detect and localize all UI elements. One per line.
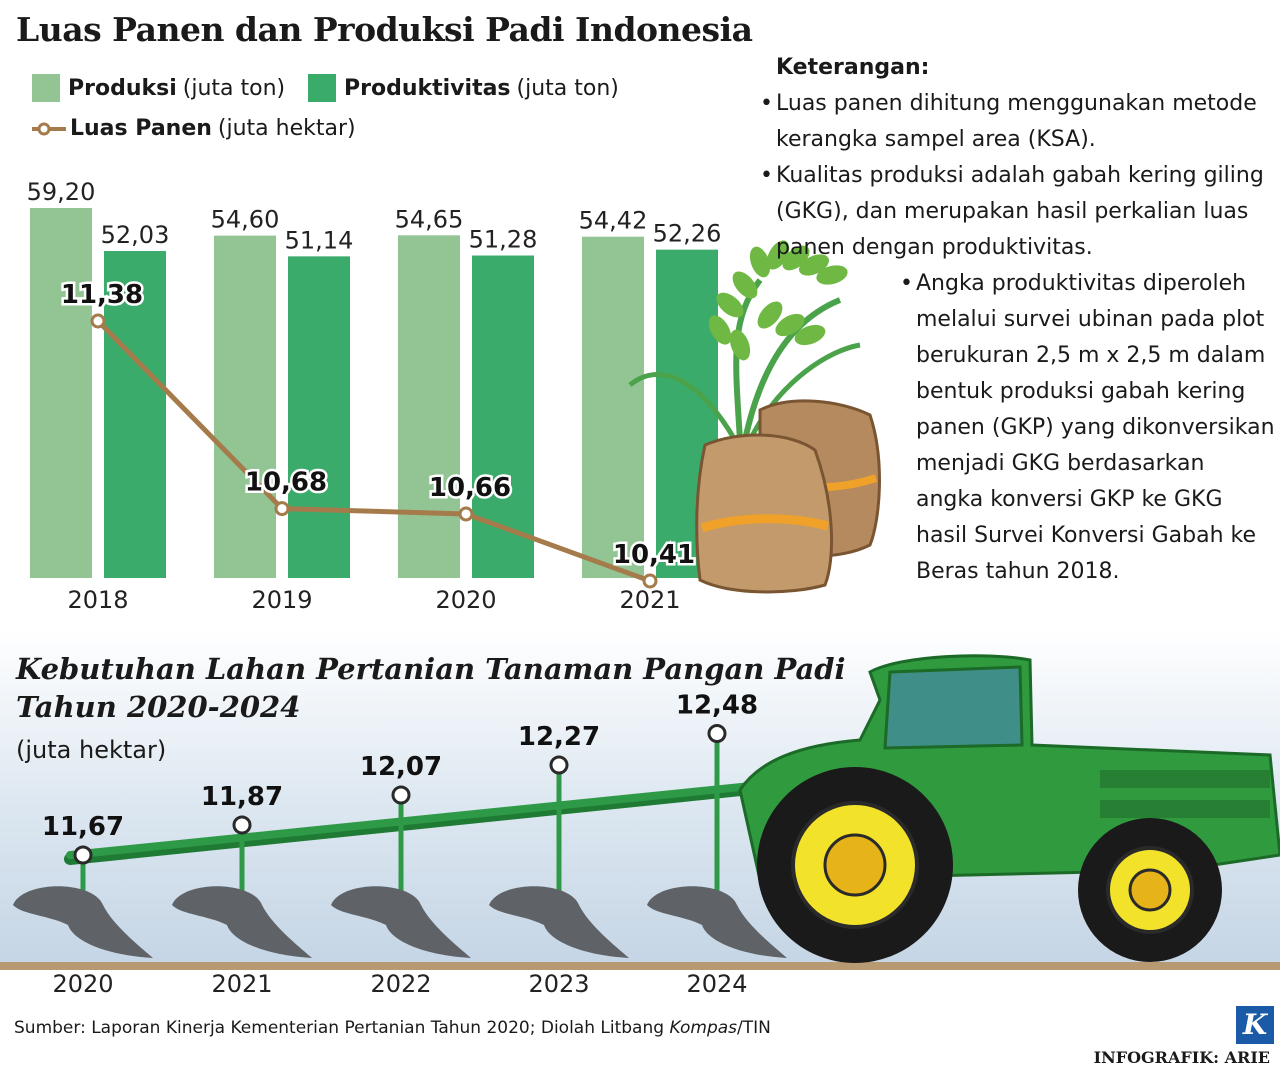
note-text: Angka produktivitas diperoleh melalui su… [916, 271, 1275, 584]
bar-produktivitas [104, 251, 166, 578]
plough-blade [331, 886, 471, 958]
subchart-title: Kebutuhan Lahan Pertanian Tanaman Pangan… [16, 650, 846, 726]
x-tick-label: 2021 [211, 970, 272, 998]
bar-label-produksi: 54,65 [395, 205, 464, 233]
bullet-icon: • [900, 271, 913, 296]
bar-produksi [30, 208, 92, 578]
x-tick-label: 2019 [251, 586, 312, 614]
x-tick-label: 2022 [370, 970, 431, 998]
luas-panen-point [458, 506, 474, 522]
rice-sacks-illustration [695, 399, 881, 594]
luas-panen-label: 10,41 [613, 540, 695, 570]
x-tick-label: 2023 [528, 970, 589, 998]
bar-label-produksi: 54,42 [579, 207, 648, 235]
kebutuhan-point [73, 845, 93, 865]
kebutuhan-label: 12,07 [360, 752, 442, 782]
bar-label-produksi: 54,60 [211, 206, 280, 234]
legend-swatch-produksi [32, 74, 60, 102]
bar-produksi [214, 235, 276, 578]
bar-label-produktivitas: 51,28 [469, 226, 538, 254]
note-item: • Kualitas produksi adalah gabah kering g… [760, 158, 1275, 266]
kebutuhan-label: 11,67 [42, 812, 124, 842]
kebutuhan-point [549, 755, 569, 775]
luas-panen-label: 10,68 [245, 468, 327, 498]
source-suffix: /TIN [737, 1018, 771, 1038]
chart-title: Luas Panen dan Produksi Padi Indonesia [16, 10, 753, 49]
bar-produksi [398, 235, 460, 579]
note-text: Kualitas produksi adalah gabah kering gi… [776, 163, 1264, 260]
plough-blade [172, 886, 312, 958]
luas-panen-point [642, 573, 658, 589]
kebutuhan-label: 11,87 [201, 782, 283, 812]
bullet-icon: • [760, 91, 773, 116]
notes-panel: Keterangan: • Luas panen dihitung menggun… [760, 50, 1275, 590]
notes-header: Keterangan: [776, 55, 930, 80]
kebutuhan-point [391, 785, 411, 805]
kebutuhan-label: 12,48 [676, 691, 758, 721]
plough-blade [647, 886, 787, 958]
x-tick-label: 2020 [435, 586, 496, 614]
x-tick-label: 2024 [686, 970, 747, 998]
tractor-illustration [738, 654, 1280, 963]
kebutuhan-point [232, 815, 252, 835]
subchart-title-line2: Tahun 2020-2024 [16, 690, 301, 724]
plough-beam [66, 778, 794, 859]
note-item: • Luas panen dihitung menggunakan metode … [760, 86, 1275, 158]
subchart-title-line1: Kebutuhan Lahan Pertanian Tanaman Pangan… [16, 652, 846, 686]
legend-label-luas-panen: Luas Panen [70, 116, 212, 141]
legend-unit-produksi: (juta ton) [182, 75, 286, 101]
luas-panen-point [274, 501, 290, 517]
luas-panen-line [96, 319, 651, 584]
legend-unit-luas-panen: (juta hektar) [217, 116, 356, 141]
bullet-icon: • [760, 163, 773, 188]
legend-swatch-produktivitas [308, 74, 336, 102]
luas-panen-label: 10,66 [429, 473, 511, 503]
note-text: Luas panen dihitung menggunakan metode k… [776, 91, 1257, 152]
source-note: Sumber: Laporan Kinerja Kementerian Pert… [14, 1018, 771, 1038]
kebutuhan-label: 12,27 [518, 722, 600, 752]
legend-unit-produktivitas: (juta ton) [516, 75, 619, 101]
legend-label-produksi: Produksi [68, 75, 177, 101]
note-item: • Angka produktivitas diperoleh melalui s… [900, 266, 1275, 590]
source-italic: Kompas [669, 1018, 738, 1038]
luas-panen-point [90, 313, 106, 329]
legend-item-produksi: Produksi (juta ton) [32, 74, 285, 102]
ground-strip [0, 962, 1280, 970]
legend-item-produktivitas: Produktivitas (juta ton) [308, 74, 619, 102]
legend-label-produktivitas: Produktivitas [344, 75, 511, 101]
legend-line-icon [32, 122, 66, 135]
kebutuhan-point [707, 724, 727, 743]
bar-produktivitas [472, 255, 534, 578]
bar-label-produksi: 59,20 [27, 178, 96, 206]
bar-produktivitas [288, 256, 350, 578]
kompas-logo: K [1236, 1006, 1274, 1044]
bottom-chart: 11,67 2020 11,87 2021 12,07 2022 12,27 2023 12,4… [13, 691, 796, 998]
x-tick-label: 2021 [619, 586, 680, 614]
x-tick-label: 2020 [52, 970, 113, 998]
luas-panen-label: 11,38 [61, 280, 143, 310]
source-prefix: Sumber: Laporan Kinerja Kementerian Pert… [14, 1018, 670, 1038]
subchart-unit: (juta hektar) [16, 736, 167, 764]
credit-text: INFOGRAFIK: ARIE [1093, 1048, 1270, 1067]
plough-blade [489, 886, 629, 958]
bar-produksi [582, 236, 644, 578]
bar-label-produktivitas: 52,26 [653, 220, 722, 248]
bar-label-produktivitas: 52,03 [101, 221, 170, 249]
bar-label-produktivitas: 51,14 [285, 226, 354, 254]
x-tick-label: 2018 [67, 586, 128, 614]
legend-item-luas-panen: Luas Panen (juta hektar) [32, 116, 356, 141]
plough-blade [13, 886, 153, 958]
